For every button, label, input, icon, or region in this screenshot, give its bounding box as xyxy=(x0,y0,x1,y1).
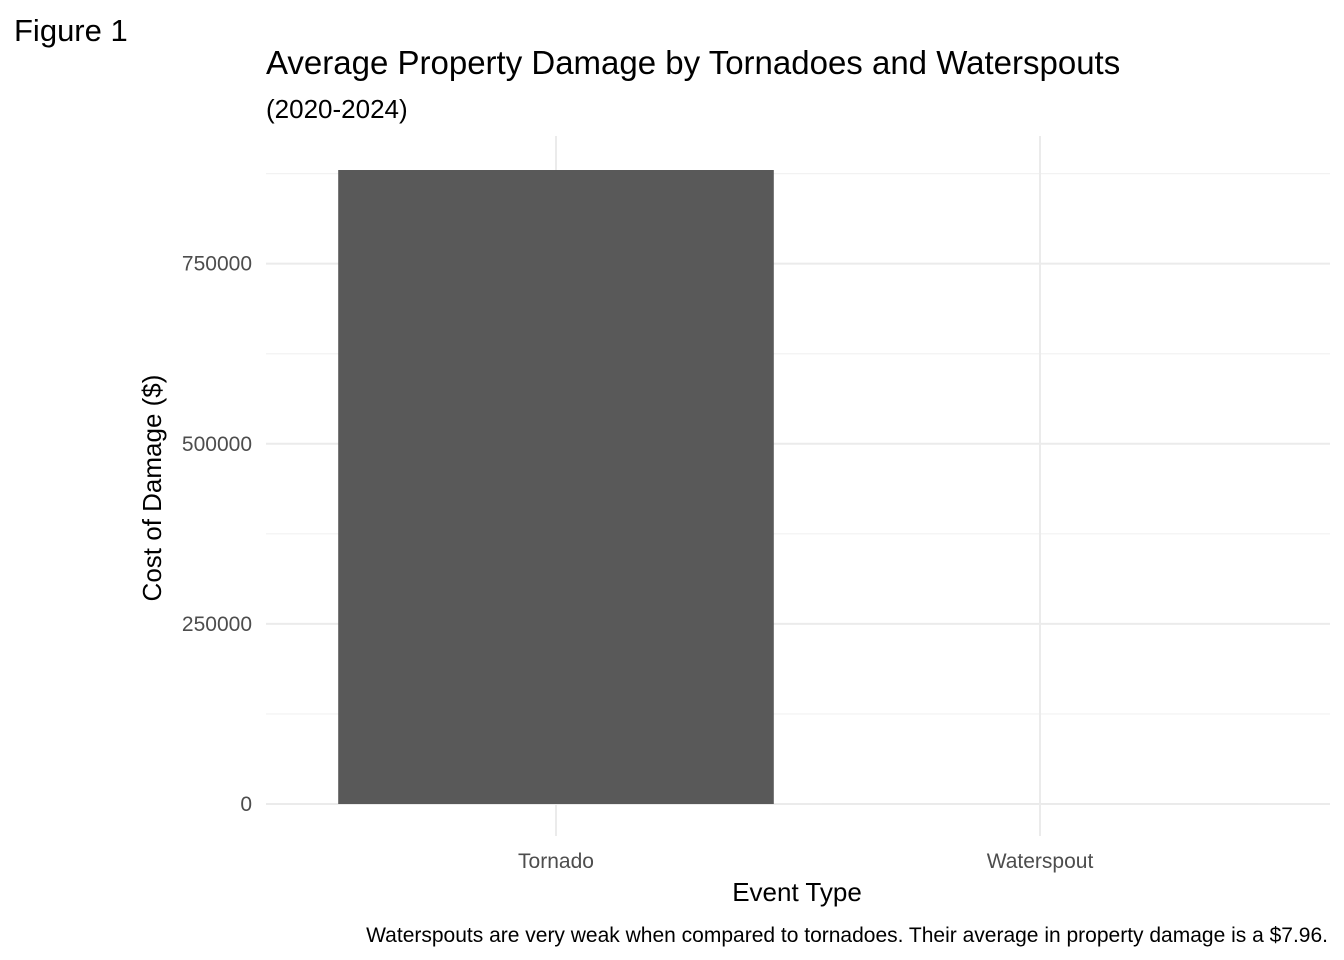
y-tick-label: 500000 xyxy=(182,433,252,456)
chart-caption: Waterspouts are very weak when compared … xyxy=(366,924,1328,947)
y-tick-label: 0 xyxy=(240,793,252,816)
chart-subtitle: (2020-2024) xyxy=(266,94,408,124)
figure-label: Figure 1 xyxy=(14,13,128,48)
y-tick-label: 250000 xyxy=(182,613,252,636)
x-tick-label: Tornado xyxy=(518,850,594,873)
tick-labels: 0 250000 500000 750000 Tornado Waterspout xyxy=(182,253,1094,873)
x-axis-title: Event Type xyxy=(732,877,862,907)
y-tick-label: 750000 xyxy=(182,253,252,276)
y-axis-title: Cost of Damage ($) xyxy=(137,375,167,602)
x-tick-label: Waterspout xyxy=(987,850,1094,873)
chart-title: Average Property Damage by Tornadoes and… xyxy=(266,44,1120,81)
bar-tornado xyxy=(338,170,774,804)
bars xyxy=(338,170,1258,804)
